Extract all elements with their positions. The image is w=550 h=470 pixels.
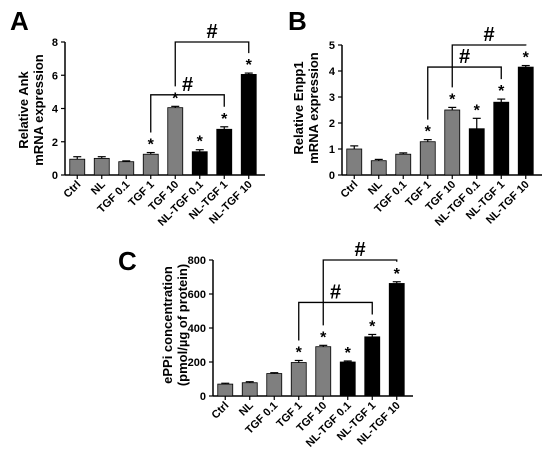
bar bbox=[517, 66, 534, 176]
bar bbox=[142, 153, 159, 176]
significance-bracket bbox=[322, 259, 398, 326]
bar bbox=[118, 161, 135, 176]
significance-star: * bbox=[197, 134, 204, 151]
significance-star: * bbox=[172, 90, 179, 107]
category-label: Ctrl bbox=[61, 179, 83, 201]
category-label: Ctrl bbox=[209, 400, 231, 422]
bar bbox=[444, 109, 461, 176]
y-axis-label: ePPi concentration(pmol/µg of protein) bbox=[160, 264, 190, 386]
y-tick-label: 600 bbox=[188, 289, 206, 301]
bracket-label: # bbox=[483, 24, 494, 46]
y-tick-label: 0 bbox=[200, 391, 206, 403]
bar bbox=[364, 336, 381, 397]
significance-star: * bbox=[474, 102, 481, 119]
bar bbox=[241, 382, 258, 397]
bracket-label: # bbox=[354, 239, 365, 261]
bar bbox=[266, 373, 283, 397]
significance-star: * bbox=[221, 111, 228, 128]
panel-letter: B bbox=[288, 6, 307, 36]
bar bbox=[370, 160, 387, 176]
bar bbox=[388, 283, 405, 397]
significance-star: * bbox=[345, 345, 352, 362]
significance-bracket bbox=[451, 44, 527, 88]
category-label: NL bbox=[89, 178, 108, 197]
y-tick-label: 1 bbox=[329, 144, 335, 156]
y-tick-label: 4 bbox=[52, 104, 59, 116]
y-axis-label: Relative Enpp1mRNA expression bbox=[291, 52, 321, 164]
bar bbox=[493, 101, 510, 176]
significance-bracket bbox=[298, 301, 373, 341]
significance-star: * bbox=[498, 83, 505, 100]
y-tick-label: 8 bbox=[52, 37, 58, 49]
significance-bracket bbox=[427, 66, 502, 120]
significance-star: * bbox=[369, 318, 376, 335]
panel-letter: C bbox=[118, 246, 137, 276]
significance-star: * bbox=[296, 344, 303, 361]
y-axis-label-line: mRNA expression bbox=[306, 52, 321, 164]
bar bbox=[339, 361, 356, 397]
y-tick-label: 200 bbox=[188, 357, 206, 369]
y-tick-label: 0 bbox=[329, 170, 335, 182]
significance-bracket bbox=[174, 41, 250, 87]
significance-star: * bbox=[449, 91, 456, 108]
significance-star: * bbox=[394, 266, 401, 283]
bar bbox=[217, 383, 234, 397]
y-axis-label-line: Relative Enpp1 bbox=[291, 61, 306, 154]
category-label: Ctrl bbox=[338, 179, 360, 201]
bracket-label: # bbox=[182, 74, 193, 96]
y-axis-label-line: mRNA expression bbox=[31, 54, 46, 166]
bracket-label: # bbox=[206, 21, 217, 43]
significance-star: * bbox=[425, 124, 432, 141]
significance-bracket bbox=[150, 94, 225, 133]
y-tick-label: 4 bbox=[329, 66, 336, 78]
bar bbox=[69, 158, 86, 176]
significance-star: * bbox=[320, 329, 327, 346]
y-tick-label: 5 bbox=[329, 40, 335, 52]
y-axis-label-line: (pmol/µg of protein) bbox=[175, 264, 190, 386]
bracket-label: # bbox=[330, 281, 341, 303]
y-tick-label: 6 bbox=[52, 70, 58, 82]
category-label: NL bbox=[237, 399, 256, 418]
y-tick-label: 2 bbox=[52, 137, 58, 149]
bar bbox=[167, 107, 184, 176]
bar bbox=[191, 151, 208, 176]
bar bbox=[346, 148, 363, 176]
y-tick-label: 0 bbox=[52, 170, 58, 182]
panel-letter: A bbox=[10, 6, 29, 36]
bar bbox=[290, 362, 307, 397]
y-tick-label: 800 bbox=[188, 255, 206, 267]
chart-panel-b: B Relative Enpp1mRNA expression 0 1 2 3 4 5 Ctrl… bbox=[288, 6, 542, 229]
bar bbox=[419, 141, 436, 176]
bar bbox=[315, 346, 332, 397]
y-axis-label-line: Relative Ank bbox=[16, 70, 31, 148]
bar bbox=[216, 128, 233, 176]
significance-star: * bbox=[523, 50, 530, 67]
y-axis-label: Relative AnkmRNA expression bbox=[16, 54, 46, 166]
category-label: NL bbox=[366, 178, 385, 197]
y-tick-label: 2 bbox=[329, 118, 335, 130]
y-tick-label: 400 bbox=[188, 323, 206, 335]
bar bbox=[240, 74, 257, 176]
y-axis-label-line: ePPi concentration bbox=[160, 266, 175, 384]
significance-star: * bbox=[148, 137, 155, 154]
significance-star: * bbox=[246, 57, 253, 74]
bar bbox=[468, 128, 485, 176]
y-tick-label: 3 bbox=[329, 92, 335, 104]
bar bbox=[395, 153, 412, 176]
bracket-label: # bbox=[459, 46, 470, 68]
bar bbox=[93, 157, 110, 176]
